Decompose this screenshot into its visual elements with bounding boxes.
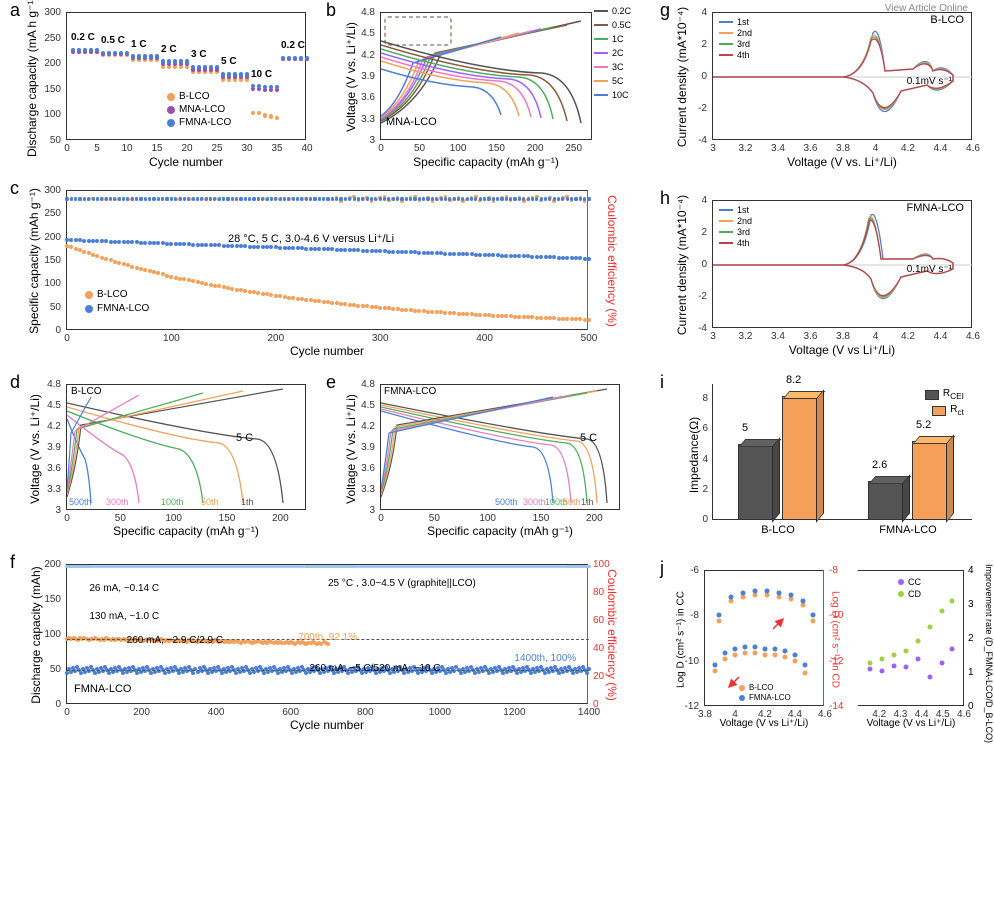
panel-g-label: g bbox=[660, 0, 670, 21]
panel-c-label: c bbox=[10, 178, 19, 199]
plot-d-box: 05010015020033.33.63.94.24.54.8500th300t… bbox=[66, 384, 306, 510]
panel-h-sample: FMNA-LCO bbox=[907, 202, 964, 214]
plot-f-box: 0200400600800100012001400050100150200020… bbox=[66, 564, 588, 704]
panel-c: c 0100200300400500050100150200250300B-LC… bbox=[8, 178, 634, 363]
panel-f-xlabel: Cycle number bbox=[66, 718, 588, 732]
panel-j-y2label-left: Log D (cm² s⁻¹) in CD bbox=[830, 575, 841, 705]
panel-a: a 0510152025303540501001502002503000.2 C… bbox=[8, 0, 316, 172]
panel-h: h 33.23.43.63.844.24.44.6-4-20241st2nd3r… bbox=[658, 188, 986, 360]
panel-i-label: i bbox=[660, 372, 664, 393]
panel-g-ylabel: Current density (mA*10⁻⁴) bbox=[675, 0, 689, 157]
panel-b-ylabel: Voltage (V vs. Li⁺/Li) bbox=[344, 2, 358, 152]
panel-f-y2label: Coulombic efficiency (%) bbox=[605, 551, 619, 719]
panel-e-label: e bbox=[326, 372, 336, 393]
panel-b-label: b bbox=[326, 0, 336, 21]
panel-j-label: j bbox=[660, 558, 664, 579]
panel-d-rate: 5 C bbox=[236, 432, 253, 444]
panel-f-sample: FMNA-LCO bbox=[74, 683, 131, 695]
plot-e-box: 05010015020033.33.63.94.24.54.8500th300t… bbox=[380, 384, 620, 510]
panel-j-y2label-right: Improvement rate (D_FMNA-LCO/D_B-LCO) bbox=[984, 564, 994, 714]
panel-e-xlabel: Specific capacity (mAh g⁻¹) bbox=[380, 524, 620, 538]
panel-h-label: h bbox=[660, 188, 670, 209]
panel-c-y2label: Coulombic efficiency (%) bbox=[605, 177, 619, 345]
panel-j-ylabel: Log D (cm² s⁻¹) in CC bbox=[676, 575, 687, 705]
panel-c-ylabel: Specific capacity (mAh g⁻¹) bbox=[27, 177, 41, 345]
panel-c-xlabel: Cycle number bbox=[66, 344, 588, 358]
panel-a-label: a bbox=[10, 0, 20, 21]
panel-e: e 05010015020033.33.63.94.24.54.8500th30… bbox=[324, 372, 632, 542]
panel-h-rate: 0.1mV s⁻¹ bbox=[907, 264, 952, 275]
plot-j-right: 4.24.34.44.54.601234CCCD bbox=[858, 570, 964, 706]
panel-g-rate: 0.1mV s⁻¹ bbox=[907, 76, 952, 87]
panel-h-ylabel: Current density (mA*10⁻⁴) bbox=[675, 185, 689, 345]
plot-j-left: 3.844.24.44.6-12-10-8-6-14-12-10-8B-LCOF… bbox=[704, 570, 824, 706]
panel-g-sample: B-LCO bbox=[930, 14, 964, 26]
panel-i-ylabel: Impedance(Ω) bbox=[687, 395, 701, 515]
panel-d-ylabel: Voltage (V vs. Li⁺/Li) bbox=[28, 374, 42, 524]
panel-d-xlabel: Specific capacity (mAh g⁻¹) bbox=[66, 524, 306, 538]
plot-e-curves bbox=[381, 385, 621, 511]
panel-d: d 05010015020033.33.63.94.24.54.8500th30… bbox=[8, 372, 316, 542]
panel-b-sample: MNA-LCO bbox=[386, 116, 437, 128]
panel-j: j 3.844.24.44.6-12-10-8-6-14-12-10-8B-LC… bbox=[658, 558, 986, 744]
panel-f: f 02004006008001000120014000501001502000… bbox=[8, 552, 634, 737]
panel-e-ylabel: Voltage (V vs. Li⁺/Li) bbox=[344, 374, 358, 524]
panel-j-xlabel-right: Voltage (V vs Li⁺/Li) bbox=[858, 718, 964, 729]
panel-h-xlabel: Voltage (V vs Li⁺/Li) bbox=[712, 343, 972, 357]
panel-c-anno: 28 °C, 5 C, 3.0-4.6 V versus Li⁺/Li bbox=[228, 232, 394, 245]
panel-d-sample: B-LCO bbox=[71, 386, 102, 397]
panel-i: i 0246858.2B-LCO2.65.2FMNA-LCORCEIRct Im… bbox=[658, 372, 986, 552]
plot-c-box: 0100200300400500050100150200250300B-LCOF… bbox=[66, 190, 588, 330]
panel-j-xlabel-left: Voltage (V vs Li⁺/Li) bbox=[704, 718, 824, 729]
plot-a-box: 0510152025303540501001502002503000.2 C0.… bbox=[66, 12, 306, 140]
panel-b-xlabel: Specific capacity (mAh g⁻¹) bbox=[380, 155, 592, 169]
panel-e-rate: 5 C bbox=[580, 432, 597, 444]
plot-d-curves bbox=[67, 385, 307, 511]
panel-a-xlabel: Cycle number bbox=[66, 155, 306, 169]
panel-g: g 33.23.43.63.844.24.44.6-4-20241st2nd3r… bbox=[658, 0, 986, 172]
panel-a-ylabel: Discharge capacity (mA h g⁻¹) bbox=[25, 0, 39, 157]
panel-f-label: f bbox=[10, 552, 15, 573]
panel-d-label: d bbox=[10, 372, 20, 393]
panel-f-ylabel: Discharge capacity (mAh) bbox=[29, 555, 43, 715]
panel-g-xlabel: Voltage (V vs. Li⁺/Li) bbox=[712, 155, 972, 169]
panel-b: b 05010015020025033.33.63.94.24.54.8 Vol… bbox=[324, 0, 632, 172]
panel-e-sample: FMNA-LCO bbox=[384, 386, 436, 397]
plot-i-box: 0246858.2B-LCO2.65.2FMNA-LCORCEIRct bbox=[712, 384, 972, 520]
